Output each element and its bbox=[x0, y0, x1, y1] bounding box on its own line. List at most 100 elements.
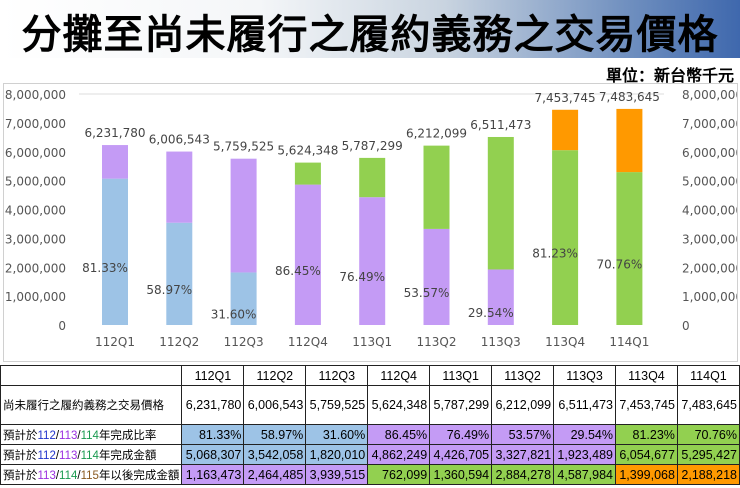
page-title: 分攤至尚未履行之履約義務之交易價格 bbox=[21, 12, 719, 58]
column-header: 112Q3 bbox=[305, 365, 369, 386]
bar-remaining bbox=[359, 157, 386, 198]
y-tick-right: 6,000,000 bbox=[682, 146, 737, 160]
ratio-label: 76.49% bbox=[339, 270, 385, 284]
column-header: 112Q4 bbox=[367, 365, 431, 386]
row-label-part: / bbox=[77, 449, 81, 462]
row-label-part: 年以後完成金額 bbox=[98, 469, 180, 482]
row-label: 預計於113/114/115年以後完成金額 bbox=[0, 464, 183, 485]
y-tick-right: 8,000,000 bbox=[682, 88, 737, 102]
table-cell: 6,006,543 bbox=[243, 385, 307, 425]
row-label-part: 預計於 bbox=[3, 469, 38, 482]
table-cell: 3,327,821 bbox=[491, 444, 555, 465]
bar-remaining bbox=[102, 145, 128, 179]
table-cell: 1,163,473 bbox=[181, 464, 245, 485]
table-cell: 29.54% bbox=[553, 424, 616, 445]
table-cell: 70.76% bbox=[676, 424, 740, 445]
row-label-part: 112 bbox=[37, 429, 56, 442]
bar-remaining bbox=[166, 151, 193, 223]
x-tick: 114Q1 bbox=[609, 335, 649, 349]
bar-completed bbox=[616, 172, 643, 325]
column-header: 112Q1 bbox=[181, 365, 245, 386]
table-cell: 2,884,278 bbox=[491, 464, 555, 485]
bar-remaining bbox=[294, 162, 321, 185]
table-cell: 1,399,068 bbox=[615, 464, 678, 485]
row-label-part: / bbox=[55, 449, 60, 462]
chart-svg: 0 0 1,000,000 1,000,000 2,000,000 2,000,000 3,… bbox=[5, 88, 740, 349]
row-label-part: / bbox=[55, 469, 60, 482]
table-cell: 7,483,645 bbox=[676, 385, 740, 425]
y-tick-left: 2,000,000 bbox=[5, 261, 66, 275]
table-cell: 5,295,427 bbox=[676, 444, 740, 465]
stacked-bar-chart: 0 0 1,000,000 1,000,000 2,000,000 2,000,000 3,… bbox=[3, 83, 740, 362]
x-tick: 112Q3 bbox=[224, 335, 264, 349]
total-label: 5,759,525 bbox=[213, 140, 274, 154]
table-cell: 6,054,677 bbox=[615, 444, 678, 465]
total-label: 5,624,348 bbox=[277, 144, 338, 158]
table-cell: 1,360,594 bbox=[429, 464, 493, 485]
table-cell: 4,426,705 bbox=[429, 444, 493, 465]
bar-completed bbox=[359, 197, 386, 325]
y-tick-left: 3,000,000 bbox=[5, 232, 66, 246]
data-table: 112Q1 112Q2 112Q3 112Q4 113Q1 113Q2 113Q3 113Q4… bbox=[0, 365, 740, 485]
row-label-part: 115 bbox=[80, 469, 99, 482]
table-cell: 53.57% bbox=[491, 424, 555, 445]
table-cell: 7,453,745 bbox=[615, 385, 678, 425]
y-tick-right: 0 bbox=[682, 319, 690, 333]
table-cell: 6,511,473 bbox=[553, 385, 616, 425]
y-tick-left: 8,000,000 bbox=[5, 88, 66, 102]
bar-completed bbox=[294, 184, 321, 325]
row-label-part: 113 bbox=[59, 429, 78, 442]
table-cell: 6,231,780 bbox=[181, 385, 245, 425]
bar-completed bbox=[230, 272, 257, 325]
row-label-part: 113 bbox=[37, 469, 56, 482]
table-cell: 5,759,525 bbox=[305, 385, 369, 425]
table-cell: 2,464,485 bbox=[243, 464, 307, 485]
row-label-part: 114 bbox=[59, 469, 78, 482]
title-banner bbox=[0, 0, 740, 58]
corner-cell bbox=[0, 365, 183, 386]
y-tick-left: 7,000,000 bbox=[5, 117, 66, 131]
bar-remaining bbox=[230, 158, 257, 273]
column-header: 113Q2 bbox=[491, 365, 555, 386]
row-label-part: / bbox=[77, 469, 81, 482]
bar-remaining bbox=[616, 108, 643, 173]
row-label: 尚未履行之履約義務之交易價格 bbox=[0, 385, 183, 425]
y-tick-right: 7,000,000 bbox=[682, 117, 737, 131]
x-tick: 113Q4 bbox=[545, 335, 585, 349]
table-row: 預計於112/113/114年完成金額 5,068,307 3,542,058 1,8… bbox=[0, 444, 740, 465]
row-label-part: / bbox=[77, 429, 81, 442]
table-cell: 5,068,307 bbox=[181, 444, 245, 465]
x-tick: 112Q2 bbox=[159, 335, 199, 349]
x-tick: 112Q1 bbox=[95, 335, 135, 349]
total-label: 7,453,745 bbox=[535, 91, 596, 105]
row-label-part: 113 bbox=[59, 449, 78, 462]
column-header: 113Q4 bbox=[615, 365, 678, 386]
y-tick-right: 4,000,000 bbox=[682, 204, 737, 218]
row-label-part: 預計於 bbox=[3, 429, 38, 442]
y-tick-left: 4,000,000 bbox=[5, 204, 66, 218]
row-label-part: 114 bbox=[80, 449, 99, 462]
total-label: 6,231,780 bbox=[84, 126, 145, 140]
table-cell: 81.33% bbox=[181, 424, 245, 445]
bar-remaining bbox=[487, 136, 514, 270]
bar-completed bbox=[166, 222, 193, 325]
total-label: 6,006,543 bbox=[149, 133, 210, 147]
ratio-label: 58.97% bbox=[146, 283, 192, 297]
ratio-label: 53.57% bbox=[404, 286, 450, 300]
total-label: 7,483,645 bbox=[599, 90, 660, 104]
unit-label: 單位：新台幣千元 bbox=[605, 66, 734, 85]
row-label-part: 年完成比率 bbox=[98, 429, 157, 442]
bar-completed bbox=[423, 228, 450, 325]
total-label: 6,511,473 bbox=[470, 118, 531, 132]
ratio-label: 86.45% bbox=[275, 264, 321, 278]
table-cell: 5,787,299 bbox=[429, 385, 493, 425]
table-cell: 76.49% bbox=[429, 424, 493, 445]
column-header: 113Q3 bbox=[553, 365, 616, 386]
table-row: 預計於113/114/115年以後完成金額 1,163,473 2,464,485 3… bbox=[0, 464, 740, 485]
x-tick: 113Q2 bbox=[417, 335, 457, 349]
bar-remaining bbox=[552, 109, 579, 151]
table-cell: 1,923,489 bbox=[553, 444, 616, 465]
bar-completed bbox=[102, 178, 128, 325]
x-tick: 113Q1 bbox=[352, 335, 392, 349]
ratio-label: 29.54% bbox=[468, 306, 514, 320]
